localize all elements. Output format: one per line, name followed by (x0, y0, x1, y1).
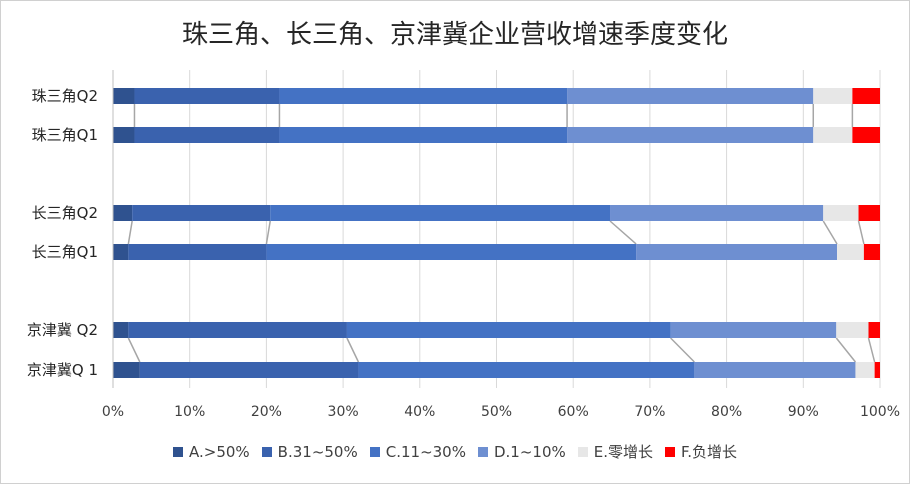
bar-segment (266, 244, 637, 260)
x-tick-label: 10% (174, 404, 205, 420)
bar-segment (134, 88, 280, 104)
bar-segment (128, 322, 347, 338)
series-line (857, 220, 865, 245)
legend-item: F.负增长 (665, 441, 737, 462)
chart-title: 珠三角、长三角、京津冀企业营收增速季度变化 (181, 20, 728, 50)
bar-segment (868, 322, 880, 338)
legend-item: B.31~50% (261, 441, 358, 462)
legend-item: C.11~30% (369, 441, 466, 462)
category-label: 京津冀Q 1 (27, 361, 98, 379)
bar-segment (855, 362, 875, 378)
x-tick-label: 70% (634, 404, 665, 420)
x-tick-label: 100% (860, 404, 900, 420)
x-tick-label: 40% (404, 404, 435, 420)
legend-label: B.31~50% (277, 442, 358, 461)
series-line (822, 220, 838, 245)
series-line (835, 337, 857, 363)
legend-label: A.>50% (188, 442, 250, 461)
category-label: 京津冀 Q2 (27, 321, 98, 339)
bar-segment (113, 362, 140, 378)
legend-swatch (261, 446, 272, 457)
bar-segment (279, 127, 568, 143)
bar-segment (113, 205, 133, 221)
bar-segment (836, 322, 869, 338)
x-tick-label: 80% (711, 404, 742, 420)
legend-swatch (477, 446, 488, 457)
series-line (670, 337, 695, 363)
bar-segment (874, 362, 880, 378)
series-line (127, 337, 141, 363)
legend-label: F.负增长 (681, 443, 738, 461)
category-label: 长三角Q1 (32, 243, 98, 261)
bar-segment (852, 88, 880, 104)
series-line (346, 337, 360, 363)
bar-segment (694, 362, 856, 378)
bar-segment (113, 244, 129, 260)
bar-segment (132, 205, 271, 221)
bar-segment (346, 322, 671, 338)
x-tick-label: 50% (481, 404, 512, 420)
bar-segment (858, 205, 880, 221)
x-tick-label: 20% (251, 404, 282, 420)
category-label: 长三角Q2 (32, 204, 98, 222)
legend-swatch (369, 446, 380, 457)
bar-segment (813, 127, 853, 143)
bar-segment (134, 127, 280, 143)
bar-segment (636, 244, 838, 260)
legend-swatch (172, 446, 183, 457)
x-tick-label: 90% (788, 404, 819, 420)
series-line (265, 220, 271, 245)
legend-item: E.零增长 (577, 441, 654, 462)
bar-segment (567, 88, 814, 104)
series-line (127, 220, 133, 245)
bar-segment (139, 362, 359, 378)
category-label: 珠三角Q2 (32, 87, 98, 105)
series-line (867, 337, 876, 363)
bar-segment (113, 88, 135, 104)
bar-segment (358, 362, 695, 378)
bar-segment (113, 322, 129, 338)
x-tick-label: 30% (328, 404, 359, 420)
bar-segment (279, 88, 568, 104)
bar-segment (813, 88, 853, 104)
bar-segment (837, 244, 864, 260)
legend-swatch (665, 446, 676, 457)
bar-segment (610, 205, 824, 221)
legend-label: C.11~30% (385, 442, 466, 461)
legend-swatch (577, 446, 588, 457)
bar-segment (670, 322, 837, 338)
bar-segment (113, 127, 135, 143)
legend-label: D.1~10% (493, 442, 566, 461)
series-line (609, 220, 637, 245)
category-label: 珠三角Q1 (32, 126, 98, 144)
legend-item: A.>50% (172, 441, 250, 462)
bar-segment (852, 127, 880, 143)
bar-segment (128, 244, 267, 260)
chart-legend: A.>50% B.31~50% C.11~30% D.1~10% E.零增长 F.负增长 (0, 441, 910, 462)
legend-item: D.1~10% (477, 441, 566, 462)
bar-segment (270, 205, 611, 221)
bar-segment (567, 127, 814, 143)
bar-segment (863, 244, 880, 260)
legend-label: E.零增长 (593, 443, 654, 461)
x-tick-label: 60% (558, 404, 589, 420)
x-tick-label: 0% (102, 404, 124, 420)
bar-segment (823, 205, 859, 221)
